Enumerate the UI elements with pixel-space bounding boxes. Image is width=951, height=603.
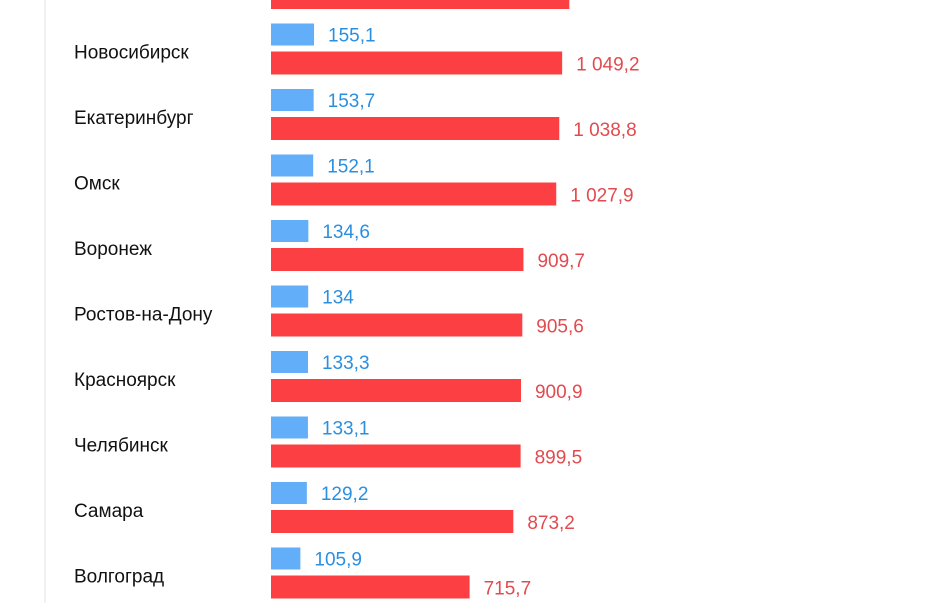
value-label-blue: 133,1 xyxy=(322,419,370,440)
value-label-red: 899,5 xyxy=(535,448,583,469)
category-label: Челябинск xyxy=(74,436,168,457)
value-label-blue: 133,3 xyxy=(322,353,370,374)
bar-blue xyxy=(271,154,314,177)
bar-blue xyxy=(271,351,308,373)
value-label-red: 1 027,9 xyxy=(570,186,633,207)
bar-red xyxy=(271,182,557,206)
bar-red xyxy=(271,444,521,468)
bar-red xyxy=(271,575,470,599)
value-label-blue: 105,9 xyxy=(314,550,362,571)
bar-red xyxy=(271,117,560,140)
bar-red xyxy=(271,51,563,75)
value-label-red: 1 049,2 xyxy=(576,55,639,76)
value-label-red: 909,7 xyxy=(537,251,585,272)
category-label: Новосибирск xyxy=(74,43,189,64)
bar-red xyxy=(271,248,524,271)
value-label-blue: 153,7 xyxy=(328,91,376,112)
category-label: Ростов-на-Дону xyxy=(74,305,213,326)
bar-blue xyxy=(271,220,309,242)
bar-red xyxy=(271,313,523,337)
value-label-red: 900,9 xyxy=(535,382,583,403)
value-label-blue: 152,1 xyxy=(327,157,375,178)
category-label: Волгоград xyxy=(74,567,164,588)
bar-red xyxy=(271,510,514,533)
category-label: Омск xyxy=(74,174,120,195)
value-label-blue: 155,1 xyxy=(328,26,376,47)
bar-red xyxy=(271,0,570,9)
bar-blue xyxy=(271,547,301,570)
value-label-blue: 134,6 xyxy=(322,222,370,243)
bar-blue xyxy=(271,89,314,111)
value-label-red: 715,7 xyxy=(484,579,532,600)
bar-blue xyxy=(271,23,315,46)
value-label-blue: 134 xyxy=(322,288,354,309)
bar-blue xyxy=(271,416,308,439)
bar-blue xyxy=(271,482,307,504)
category-label: Красноярск xyxy=(74,370,176,391)
value-label-red: 1 038,8 xyxy=(573,120,636,141)
category-label: Самара xyxy=(74,501,144,522)
value-label-red: 905,6 xyxy=(536,317,584,338)
bar-blue xyxy=(271,285,309,308)
bar-red xyxy=(271,379,521,402)
value-label-red: 873,2 xyxy=(527,513,575,534)
left-divider xyxy=(44,0,46,603)
value-label-blue: 129,2 xyxy=(321,484,369,505)
category-label: Воронеж xyxy=(74,239,152,260)
category-label: Екатеринбург xyxy=(74,108,194,129)
